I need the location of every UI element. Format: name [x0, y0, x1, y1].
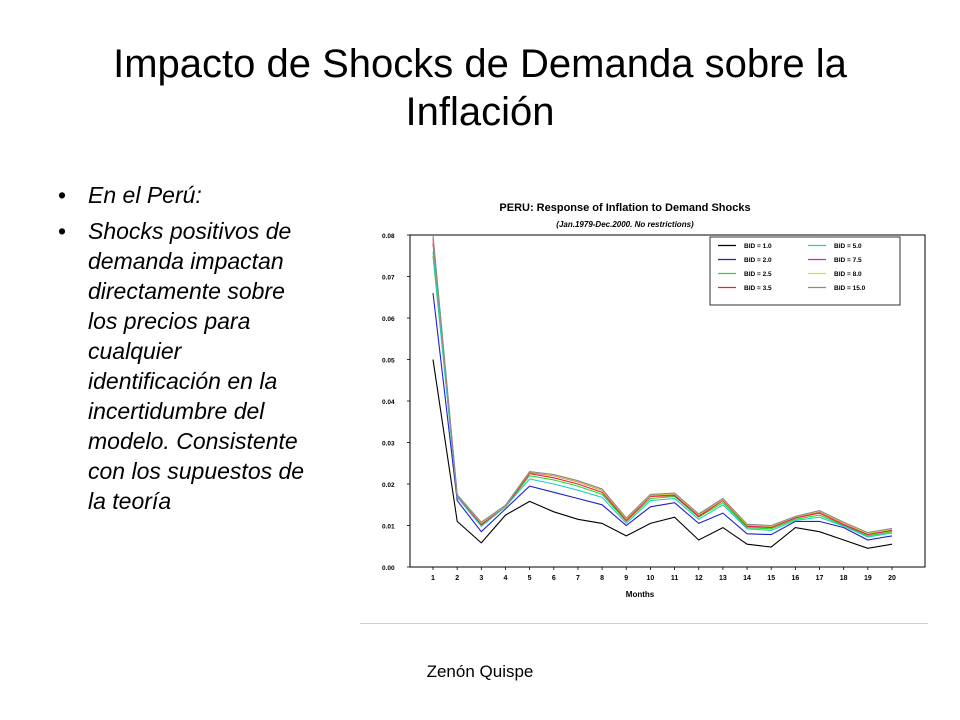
x-tick-label: 2 [455, 575, 459, 582]
legend-label: BID = 2.0 [744, 257, 772, 264]
legend-label: BID = 3.5 [744, 285, 772, 292]
x-tick-label: 16 [791, 575, 799, 582]
x-tick-label: 11 [671, 575, 679, 582]
series-line [432, 251, 893, 538]
y-tick-label: 0.03 [382, 441, 395, 448]
y-tick-label: 0.06 [382, 316, 395, 323]
x-tick-label: 5 [528, 575, 532, 582]
legend-label: BID = 2.5 [744, 271, 772, 278]
chart-legend: BID = 1.0 BID = 2.0 BID = 2.5 BID = 3.5 BID … [709, 236, 901, 306]
legend-label: BID = 7.5 [834, 257, 862, 264]
legend-box [709, 236, 901, 306]
chart-svg: PERU: Response of Inflation to Demand Sh… [382, 202, 926, 599]
y-tick-label: 0.04 [382, 399, 395, 406]
bullet-list: En el Perú: Shocks positivos de demanda … [58, 180, 318, 522]
x-tick-label: 4 [504, 575, 508, 582]
x-tick-label: 12 [695, 575, 703, 582]
y-tick-label: 0.01 [382, 524, 395, 531]
x-axis-label: Months [626, 590, 655, 599]
x-tick-label: 1 [431, 575, 435, 582]
y-tick-label: 0.08 [382, 233, 395, 240]
legend-label: BID = 8.0 [834, 271, 862, 278]
x-tick-label: 8 [600, 575, 604, 582]
x-tick-label: 13 [719, 575, 727, 582]
y-tick-label: 0.05 [382, 358, 395, 365]
x-tick-label: 20 [888, 575, 896, 582]
x-tick-label: 10 [647, 575, 655, 582]
chart-subtitle: (Jan.1979-Dec.2000. No restrictions) [556, 220, 694, 229]
x-tick-label: 3 [479, 575, 483, 582]
divider [360, 623, 928, 624]
y-tick-label: 0.07 [382, 275, 395, 282]
inflation-response-chart: PERU: Response of Inflation to Demand Sh… [360, 185, 930, 625]
y-tick-label: 0.00 [382, 565, 395, 572]
x-tick-label: 15 [767, 575, 775, 582]
x-tick-label: 9 [624, 575, 628, 582]
y-axis: 0.00 0.01 0.02 0.03 0.04 0.05 0.06 0.07 0.08 [382, 233, 410, 572]
x-tick-label: 17 [816, 575, 824, 582]
bullet-item: Shocks positivos de demanda impactan dir… [58, 216, 318, 516]
series-layer [432, 234, 893, 549]
bullet-item: En el Perú: [58, 180, 318, 210]
series-line [432, 359, 893, 549]
x-tick-label: 19 [864, 575, 872, 582]
series-line [432, 234, 893, 534]
x-axis: 1 2 3 4 5 6 7 8 9 10 11 12 13 14 15 16 17 18 19 20 [431, 567, 896, 582]
slide-title: Impacto de Shocks de Demanda sobre la In… [113, 42, 847, 134]
footer-author: Zenón Quispe [426, 662, 534, 681]
legend-label: BID = 1.0 [744, 243, 772, 250]
legend-label: BID = 15.0 [834, 285, 866, 292]
legend-label: BID = 5.0 [834, 243, 862, 250]
series-line [432, 243, 893, 536]
x-tick-label: 14 [743, 575, 751, 582]
x-tick-label: 6 [552, 575, 556, 582]
x-tick-label: 7 [576, 575, 580, 582]
series-line [432, 293, 893, 541]
x-tick-label: 18 [840, 575, 848, 582]
chart-title: PERU: Response of Inflation to Demand Sh… [499, 202, 750, 214]
y-tick-label: 0.02 [382, 482, 395, 489]
